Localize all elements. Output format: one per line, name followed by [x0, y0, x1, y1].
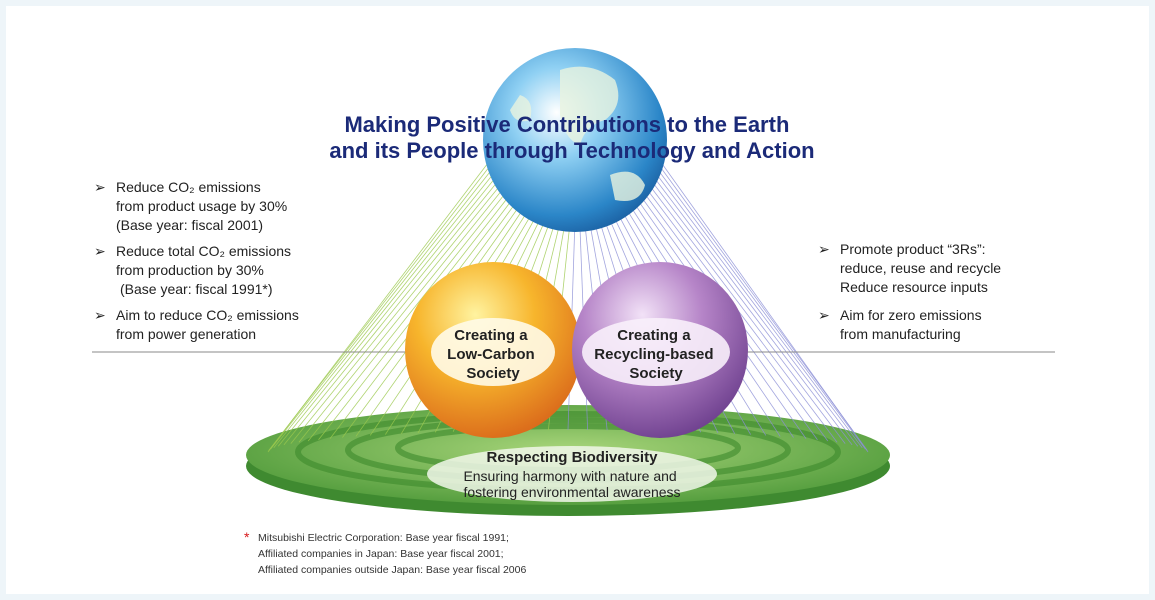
fan-line — [273, 165, 500, 448]
label-bg — [431, 318, 555, 386]
label-line: Society — [466, 365, 520, 382]
label-bg — [427, 446, 717, 502]
fan-line — [653, 152, 869, 453]
footnote-line: Affiliated companies outside Japan: Base… — [258, 564, 526, 576]
goal-line: (Base year: fiscal 1991*) — [120, 281, 273, 297]
goal-line: Aim to reduce CO₂ emissions — [116, 307, 299, 323]
goal-line: Promote product “3Rs”: — [840, 241, 986, 257]
fan-line — [307, 186, 511, 442]
label-bg — [582, 318, 730, 386]
bio-heading: Respecting Biodiversity — [487, 449, 659, 466]
fan-line — [270, 161, 499, 450]
goal: Aim for zero emissions from manufacturin… — [840, 307, 985, 342]
bio-line: fostering environmental awareness — [463, 484, 680, 500]
goal-line: from production by 30% — [116, 262, 264, 278]
fan-line — [283, 174, 504, 446]
goal-line: from power generation — [116, 326, 256, 342]
left-goals: ➢ Reduce CO₂ emissions from product usag… — [94, 179, 303, 342]
footnote-line: Mitsubishi Electric Corporation: Base ye… — [258, 532, 509, 544]
sphere-label: Creating a Low-Carbon Society — [447, 327, 539, 382]
title-line: Making Positive Contributions to the Ear… — [344, 112, 789, 137]
fan-line — [646, 174, 853, 446]
footnote: Mitsubishi Electric Corporation: Base ye… — [258, 532, 526, 576]
title: Making Positive Contributions to the Ear… — [329, 112, 814, 163]
label-line: Creating a — [617, 327, 691, 344]
label-line: Society — [629, 365, 683, 382]
footnote-line: Affiliated companies in Japan: Base year… — [258, 548, 504, 560]
fan-line — [651, 161, 866, 450]
bullet: ➢ — [818, 241, 830, 257]
bullet: ➢ — [94, 243, 106, 259]
footnote-marker: * — [244, 529, 250, 545]
goal-line: Reduce CO₂ emissions — [116, 179, 261, 195]
bio-line: Ensuring harmony with nature and — [463, 468, 676, 484]
right-goals: ➢ Promote product “3Rs”: reduce, reuse a… — [818, 241, 1005, 342]
fan-line — [642, 182, 838, 443]
fan-line — [648, 170, 859, 447]
fan-line — [644, 178, 846, 444]
fan-line — [277, 170, 502, 447]
goal-line: (Base year: fiscal 2001) — [116, 217, 263, 233]
fan-line — [650, 165, 863, 448]
fan-line — [268, 156, 498, 451]
goal-line: from product usage by 30% — [116, 198, 287, 214]
goal-line: reduce, reuse and recycle — [840, 260, 1001, 276]
bullet: ➢ — [94, 307, 106, 323]
goal: Reduce total CO₂ emissions from producti… — [116, 243, 295, 297]
fan-line — [290, 178, 506, 444]
goal-line: Reduce total CO₂ emissions — [116, 243, 291, 259]
goal-line: Aim for zero emissions — [840, 307, 982, 323]
goal: Aim to reduce CO₂ emissions from power g… — [116, 307, 303, 342]
label-line: Low-Carbon — [447, 346, 535, 363]
goal: Promote product “3Rs”: reduce, reuse and… — [840, 241, 1005, 295]
sphere-label: Creating a Recycling-based Society — [594, 327, 717, 382]
bio-text: Ensuring harmony with nature and fosteri… — [463, 468, 680, 500]
goal: Reduce CO₂ emissions from product usage … — [116, 179, 291, 233]
globe-land — [510, 66, 645, 201]
bullet: ➢ — [818, 307, 830, 323]
fan-line — [298, 182, 508, 443]
label-line: Creating a — [454, 327, 528, 344]
bullet: ➢ — [94, 179, 106, 195]
goal-line: from manufacturing — [840, 326, 961, 342]
goal-line: Reduce resource inputs — [840, 279, 988, 295]
title-line: and its People through Technology and Ac… — [329, 138, 814, 163]
label-line: Recycling-based — [594, 346, 713, 363]
